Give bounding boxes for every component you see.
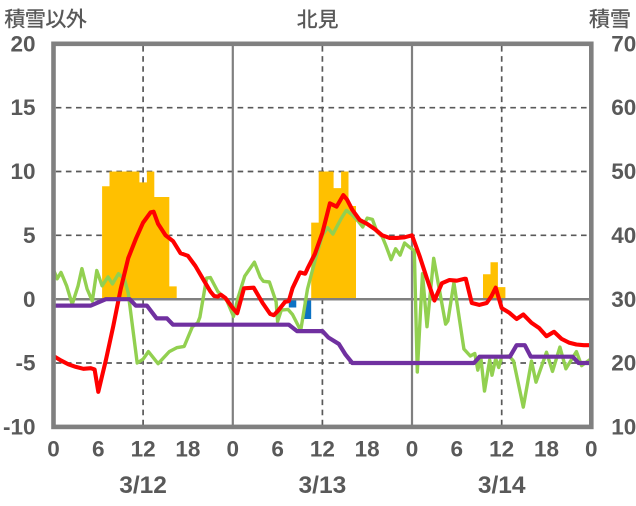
svg-text:18: 18 (355, 437, 380, 462)
svg-text:20: 20 (10, 31, 35, 56)
svg-text:10: 10 (611, 415, 636, 440)
svg-text:0: 0 (23, 287, 36, 312)
svg-text:0: 0 (227, 437, 240, 462)
svg-text:6: 6 (271, 437, 284, 462)
svg-text:70: 70 (611, 31, 636, 56)
svg-text:6: 6 (451, 437, 464, 462)
svg-text:3/12: 3/12 (119, 472, 167, 499)
svg-text:40: 40 (611, 223, 636, 248)
svg-text:-5: -5 (15, 351, 35, 376)
svg-text:12: 12 (131, 437, 156, 462)
svg-text:50: 50 (611, 159, 636, 184)
svg-text:12: 12 (489, 437, 514, 462)
svg-text:0: 0 (406, 437, 419, 462)
svg-text:10: 10 (10, 159, 35, 184)
svg-text:18: 18 (534, 437, 559, 462)
svg-text:12: 12 (310, 437, 335, 462)
svg-text:60: 60 (611, 95, 636, 120)
svg-text:-10: -10 (3, 415, 36, 440)
svg-text:18: 18 (175, 437, 200, 462)
svg-text:20: 20 (611, 351, 636, 376)
svg-text:0: 0 (585, 437, 598, 462)
svg-text:30: 30 (611, 287, 636, 312)
svg-text:15: 15 (10, 95, 35, 120)
svg-text:5: 5 (23, 223, 36, 248)
svg-text:3/13: 3/13 (299, 472, 347, 499)
svg-text:6: 6 (92, 437, 105, 462)
svg-text:0: 0 (47, 437, 60, 462)
svg-text:3/14: 3/14 (478, 472, 526, 499)
